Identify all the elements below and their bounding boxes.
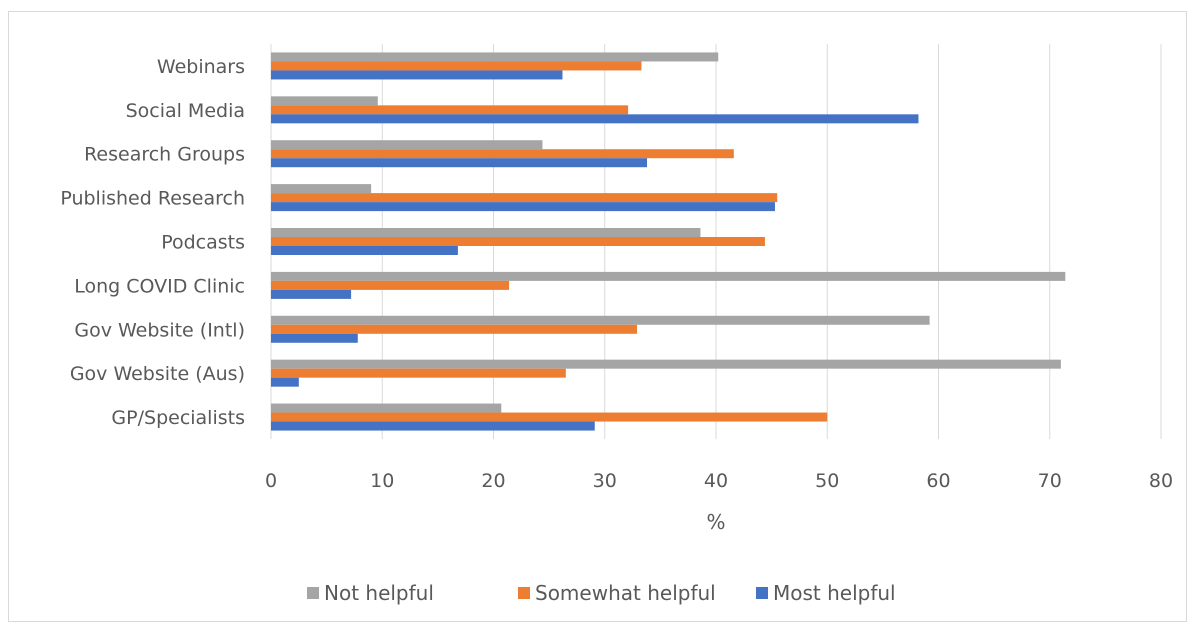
bar-most-helpful bbox=[271, 70, 563, 80]
x-tick-label: 30 bbox=[593, 470, 617, 492]
bar-not-helpful bbox=[271, 403, 502, 413]
category-label: Webinars bbox=[157, 56, 245, 78]
legend-label: Somewhat helpful bbox=[535, 581, 716, 605]
bar-most-helpful bbox=[271, 158, 648, 168]
category-label: Long COVID Clinic bbox=[74, 275, 245, 297]
bar-most-helpful bbox=[271, 114, 919, 124]
category-labels: Webinars Social Media Research Groups Publi… bbox=[60, 56, 245, 429]
bar-most-helpful bbox=[271, 333, 358, 343]
bar-not-helpful bbox=[271, 228, 701, 237]
bar-somewhat-helpful bbox=[271, 149, 734, 159]
bar-somewhat-helpful bbox=[271, 105, 629, 115]
legend-swatch bbox=[307, 587, 319, 599]
legend-label: Not helpful bbox=[324, 581, 434, 605]
category-label: Research Groups bbox=[84, 144, 245, 166]
bar-somewhat-helpful bbox=[271, 61, 642, 71]
x-tick-label: 60 bbox=[926, 470, 950, 492]
bar-not-helpful bbox=[271, 271, 1066, 281]
legend: Not helpful Somewhat helpful Most helpful bbox=[307, 581, 896, 605]
category-label: Published Research bbox=[60, 188, 245, 210]
bar-not-helpful bbox=[271, 184, 372, 194]
bar-somewhat-helpful bbox=[271, 193, 778, 203]
bar-most-helpful bbox=[271, 202, 775, 212]
x-tick-label: 70 bbox=[1038, 470, 1062, 492]
bar-not-helpful bbox=[271, 96, 378, 106]
category-label: Gov Website (Aus) bbox=[70, 363, 245, 385]
bar-not-helpful bbox=[271, 52, 719, 62]
x-tick-labels: 0 10 20 30 40 50 60 70 80 bbox=[265, 470, 1173, 492]
x-tick-label: 20 bbox=[481, 470, 505, 492]
bar-somewhat-helpful bbox=[271, 324, 638, 334]
x-tick-label: 10 bbox=[370, 470, 394, 492]
legend-label: Most helpful bbox=[773, 581, 896, 605]
legend-swatch bbox=[756, 587, 768, 599]
bar-somewhat-helpful bbox=[271, 412, 828, 422]
chart-frame: Webinars Social Media Research Groups Publi… bbox=[8, 11, 1187, 622]
bar-most-helpful bbox=[271, 246, 458, 255]
bar-most-helpful bbox=[271, 377, 299, 387]
legend-swatch bbox=[518, 587, 530, 599]
x-tick-label: 80 bbox=[1149, 470, 1173, 492]
bar-somewhat-helpful bbox=[271, 368, 566, 378]
x-axis-title: % bbox=[706, 510, 725, 534]
x-tick-label: 0 bbox=[265, 470, 277, 492]
bar-most-helpful bbox=[271, 289, 352, 299]
bars bbox=[271, 52, 1066, 431]
bar-not-helpful bbox=[271, 359, 1061, 369]
bar-somewhat-helpful bbox=[271, 237, 765, 246]
x-tick-label: 50 bbox=[815, 470, 839, 492]
bar-most-helpful bbox=[271, 421, 595, 431]
bar-not-helpful bbox=[271, 315, 930, 325]
category-label: Podcasts bbox=[161, 232, 245, 254]
bar-somewhat-helpful bbox=[271, 280, 510, 290]
bar-chart: Webinars Social Media Research Groups Publi… bbox=[60, 44, 1173, 605]
category-label: GP/Specialists bbox=[111, 407, 245, 429]
bar-not-helpful bbox=[271, 140, 543, 150]
category-label: Gov Website (Intl) bbox=[74, 319, 245, 341]
x-tick-label: 40 bbox=[704, 470, 728, 492]
category-label: Social Media bbox=[126, 100, 245, 122]
